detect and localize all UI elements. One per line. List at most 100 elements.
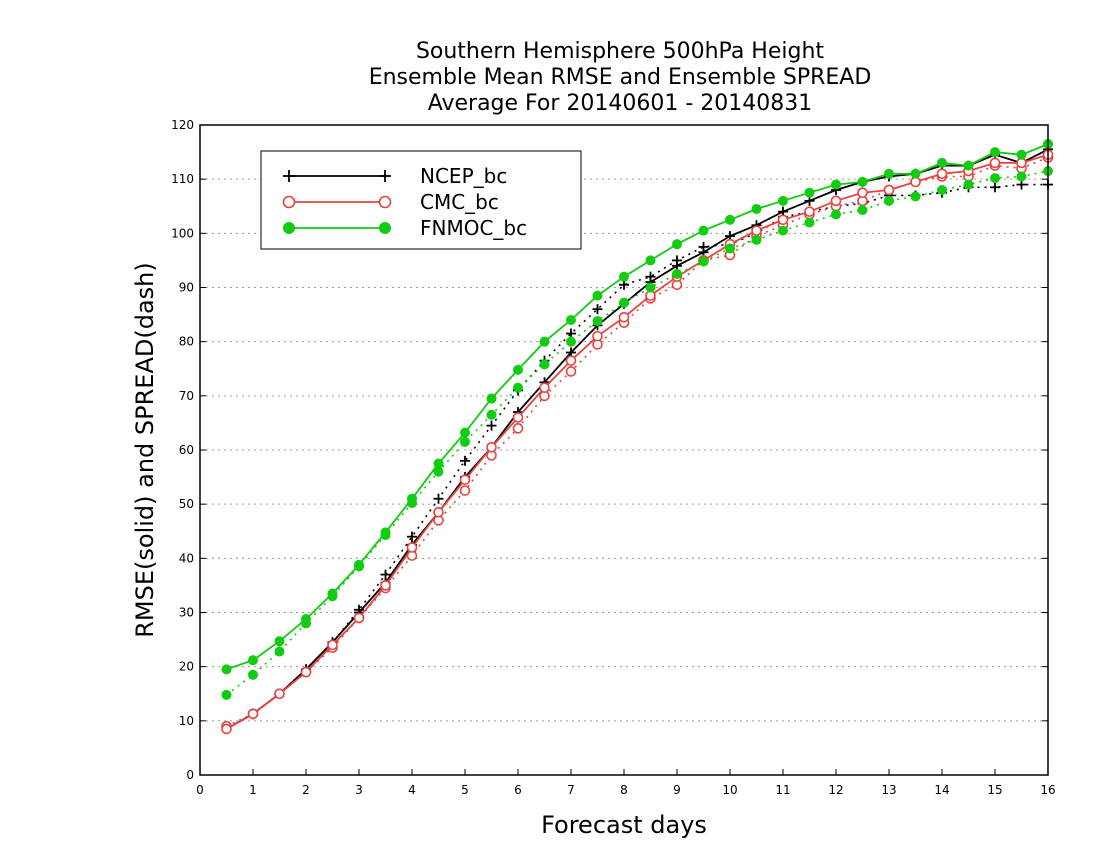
fnmoc_bc-rmse-point-17	[672, 239, 682, 250]
legend-marker-start-fnmoc_bc	[283, 222, 295, 234]
cmc_bc-rmse-point-4	[327, 639, 338, 651]
ncep_bc-spread-point-14	[592, 304, 603, 315]
fnmoc_bc-rmse-point-19	[725, 214, 735, 225]
fnmoc_bc-rmse-point-7	[407, 493, 417, 504]
y-tick-label-60: 60	[179, 443, 194, 457]
y-tick-label-40: 40	[179, 551, 194, 565]
x-tick-label-9: 9	[673, 783, 681, 797]
fnmoc_bc-spread-point-30	[1016, 171, 1027, 182]
y-axis-label: RMSE(solid) and SPREAD(dash)	[131, 262, 159, 638]
cmc_bc-spread-point-9	[459, 485, 471, 496]
y-tick-label-120: 120	[171, 118, 194, 132]
x-tick-label-12: 12	[828, 783, 843, 797]
fnmoc_bc-spread-point-27	[937, 185, 947, 195]
y-tick-label-110: 110	[171, 172, 194, 186]
fnmoc_bc-spread-point-18	[698, 256, 709, 267]
fnmoc_bc-rmse-point-13	[566, 315, 576, 325]
fnmoc_bc-spread-point-16	[645, 282, 656, 293]
fnmoc_bc-rmse-point-14	[592, 290, 603, 301]
cmc_bc-rmse-point-1	[247, 708, 259, 720]
cmc_bc-rmse-point-10	[486, 441, 497, 453]
cmc_bc-rmse-point-21	[777, 214, 789, 226]
fnmoc_bc-spread-point-21	[778, 225, 788, 236]
fnmoc_bc-rmse-point-24	[857, 176, 868, 187]
fnmoc_bc-rmse-point-11	[513, 364, 523, 375]
fnmoc_bc-rmse-point-23	[831, 179, 841, 190]
legend-label-ncep_bc: NCEP_bc	[420, 164, 507, 188]
fnmoc_bc-rmse-point-6	[380, 527, 391, 538]
fnmoc_bc-spread-point-11	[513, 382, 523, 393]
fnmoc_bc-spread-point-15	[619, 297, 629, 308]
x-tick-label-13: 13	[881, 783, 896, 797]
fnmoc_bc-rmse-point-16	[645, 255, 656, 266]
fnmoc_bc-spread-point-20	[751, 234, 762, 245]
cmc_bc-rmse-point-13	[565, 355, 577, 366]
x-tick-label-4: 4	[408, 783, 416, 797]
fnmoc_bc-rmse-point-4	[327, 588, 338, 599]
fnmoc_bc-spread-line	[226, 170, 1049, 696]
fnmoc_bc-rmse-point-27	[937, 157, 947, 168]
cmc_bc-rmse-point-25	[883, 184, 895, 196]
legend-marker-end-fnmoc_bc	[379, 222, 391, 234]
cmc_bc-rmse-point-27	[936, 168, 948, 180]
legend-box	[260, 150, 582, 250]
ncep_bc-spread-line	[226, 183, 1048, 730]
cmc_bc-rmse-point-12	[539, 382, 550, 394]
cmc_bc-rmse-point-15	[618, 311, 630, 323]
chart-title: Southern Hemisphere 500hPa HeightEnsembl…	[369, 39, 872, 116]
legend-marker-start-ncep_bc	[283, 170, 295, 182]
fnmoc_bc-rmse-point-5	[354, 559, 364, 570]
fnmoc_bc-rmse-point-26	[910, 168, 921, 179]
x-tick-label-3: 3	[355, 783, 363, 797]
x-tick-label-0: 0	[196, 783, 204, 797]
fnmoc_bc-spread-point-17	[672, 268, 682, 279]
x-axis-label: Forecast days	[541, 811, 707, 839]
cmc_bc-rmse-point-11	[512, 412, 524, 423]
fnmoc_bc-spread-point-10	[486, 409, 497, 420]
cmc_bc-rmse-point-14	[592, 330, 603, 342]
fnmoc_bc-spread-point-26	[910, 191, 921, 202]
legend-marker-end-cmc_bc	[378, 195, 392, 209]
legend-label-fnmoc_bc: FNMOC_bc	[420, 216, 527, 240]
cmc_bc-rmse-point-22	[804, 206, 815, 217]
ncep_bc-spread	[221, 179, 1053, 734]
y-tick-label-0: 0	[186, 768, 194, 782]
fnmoc_bc-rmse-point-9	[460, 427, 470, 438]
ncep_bc-spread-point-29	[990, 182, 1000, 193]
y-tick-label-50: 50	[179, 497, 194, 511]
title-line-1: Southern Hemisphere 500hPa Height	[416, 39, 824, 64]
x-tick-label-15: 15	[987, 783, 1002, 797]
x-tick-label-6: 6	[514, 783, 522, 797]
cmc_bc-rmse-point-2	[274, 688, 285, 700]
fnmoc_bc-rmse-point-0	[221, 664, 232, 675]
fnmoc_bc-spread-point-13	[566, 336, 576, 347]
fnmoc_bc-rmse-point-18	[698, 225, 709, 236]
y-tick-label-70: 70	[179, 389, 194, 403]
cmc_bc-rmse-point-6	[380, 580, 391, 591]
y-tick-label-20: 20	[179, 660, 194, 674]
fnmoc_bc-rmse-point-10	[486, 393, 497, 404]
title-line-3: Average For 20140601 - 20140831	[428, 91, 813, 116]
ncep_bc-spread-point-10	[486, 420, 497, 431]
cmc_bc-rmse-point-0	[221, 723, 232, 735]
fnmoc_bc-rmse-point-1	[248, 655, 258, 666]
fnmoc_bc-spread-point-28	[963, 179, 974, 190]
fnmoc_bc-spread-point-23	[831, 209, 841, 220]
fnmoc_bc-rmse	[221, 138, 1053, 675]
x-tick-label-16: 16	[1040, 783, 1055, 797]
cmc_bc-rmse-point-23	[830, 195, 842, 207]
legend-marker-start-cmc_bc	[282, 195, 296, 209]
fnmoc_bc-rmse-point-21	[778, 195, 788, 206]
fnmoc_bc-spread-point-1	[248, 669, 258, 680]
fnmoc_bc-spread-point-2	[274, 646, 285, 657]
x-tick-label-1: 1	[249, 783, 257, 797]
x-tick-label-8: 8	[620, 783, 628, 797]
cmc_bc-rmse-point-8	[433, 506, 444, 518]
x-tick-label-7: 7	[567, 783, 575, 797]
cmc_bc-spread-point-13	[565, 366, 577, 377]
title-line-2: Ensemble Mean RMSE and Ensemble SPREAD	[369, 65, 872, 90]
fnmoc_bc-spread-point-24	[857, 205, 868, 216]
cmc_bc-rmse-point-3	[300, 666, 312, 678]
